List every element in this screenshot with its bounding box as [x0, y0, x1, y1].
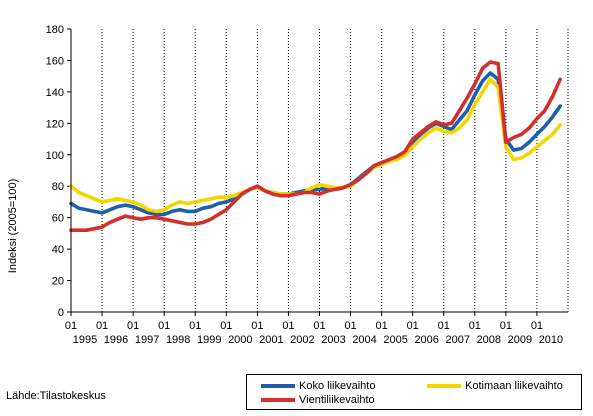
y-axis-ticks: 0 20 40 60 80 100 120 140 160 180	[46, 24, 71, 319]
x-tick-month-label: 01	[220, 320, 232, 332]
legend: Koko liikevaihto Kotimaan liikevaihto Vi…	[246, 374, 582, 410]
series-line-0	[69, 71, 563, 217]
x-tick-month-label: 01	[158, 320, 170, 332]
legend-label-koko: Koko liikevaihto	[299, 380, 376, 392]
x-tick-year-label: 2009	[508, 334, 532, 346]
x-tick-year-label: 2010	[539, 334, 563, 346]
y-tick-label: 160	[46, 55, 64, 67]
x-tick-month-label: 01	[531, 320, 543, 332]
x-tick-month-label: 01	[189, 320, 201, 332]
x-tick-year-label: 1998	[166, 334, 190, 346]
y-tick-label: 60	[52, 213, 64, 225]
x-tick-month-label: 01	[96, 320, 108, 332]
x-tick-year-label: 2002	[290, 334, 314, 346]
y-tick-label: 140	[46, 87, 64, 99]
legend-item-vienti: Vientiliikevaihto	[261, 394, 375, 406]
y-tick-label: 20	[52, 276, 64, 288]
x-tick-year-label: 1999	[197, 334, 221, 346]
y-tick-label: 80	[52, 181, 64, 193]
series-lines	[69, 60, 563, 232]
x-tick-year-label: 2005	[383, 334, 407, 346]
x-tick-month-label: 01	[344, 320, 356, 332]
y-tick-label: 100	[46, 150, 64, 162]
x-axis-ticks: 0119950119960119970119980119990120000120…	[65, 312, 563, 346]
legend-label-vienti: Vientiliikevaihto	[299, 394, 375, 406]
x-tick-month-label: 01	[282, 320, 294, 332]
x-tick-month-label: 01	[376, 320, 388, 332]
legend-label-kotimaan: Kotimaan liikevaihto	[465, 380, 563, 392]
vertical-gridlines	[101, 29, 569, 312]
series-line-1	[69, 77, 563, 214]
legend-swatch-koko	[261, 384, 295, 388]
source-label: Lähde:Tilastokeskus	[6, 390, 106, 402]
legend-item-koko: Koko liikevaihto	[261, 380, 375, 392]
y-tick-label: 40	[52, 244, 64, 256]
x-tick-year-label: 2006	[414, 334, 438, 346]
x-tick-month-label: 01	[127, 320, 139, 332]
x-tick-month-label: 01	[313, 320, 325, 332]
legend-item-kotimaan: Kotimaan liikevaihto	[427, 380, 563, 392]
x-tick-year-label: 2000	[228, 334, 252, 346]
y-tick-label: 180	[46, 24, 64, 36]
x-tick-month-label: 01	[469, 320, 481, 332]
y-tick-label: 120	[46, 118, 64, 130]
x-tick-month-label: 01	[65, 320, 77, 332]
y-axis-title: Indeksi (2005=100)	[7, 179, 19, 273]
x-tick-year-label: 2008	[477, 334, 501, 346]
x-tick-year-label: 1995	[73, 334, 97, 346]
x-tick-year-label: 2007	[446, 334, 470, 346]
x-tick-year-label: 2001	[259, 334, 283, 346]
legend-swatch-vienti	[261, 398, 295, 402]
legend-swatch-kotimaan	[427, 384, 461, 388]
x-tick-month-label: 01	[500, 320, 512, 332]
x-tick-year-label: 1996	[104, 334, 128, 346]
x-tick-year-label: 1997	[135, 334, 159, 346]
x-tick-month-label: 01	[407, 320, 419, 332]
y-tick-label: 0	[58, 307, 64, 319]
x-tick-month-label: 01	[251, 320, 263, 332]
series-line-2	[69, 60, 563, 232]
x-tick-month-label: 01	[438, 320, 450, 332]
x-tick-year-label: 2003	[321, 334, 345, 346]
x-tick-year-label: 2004	[352, 334, 376, 346]
